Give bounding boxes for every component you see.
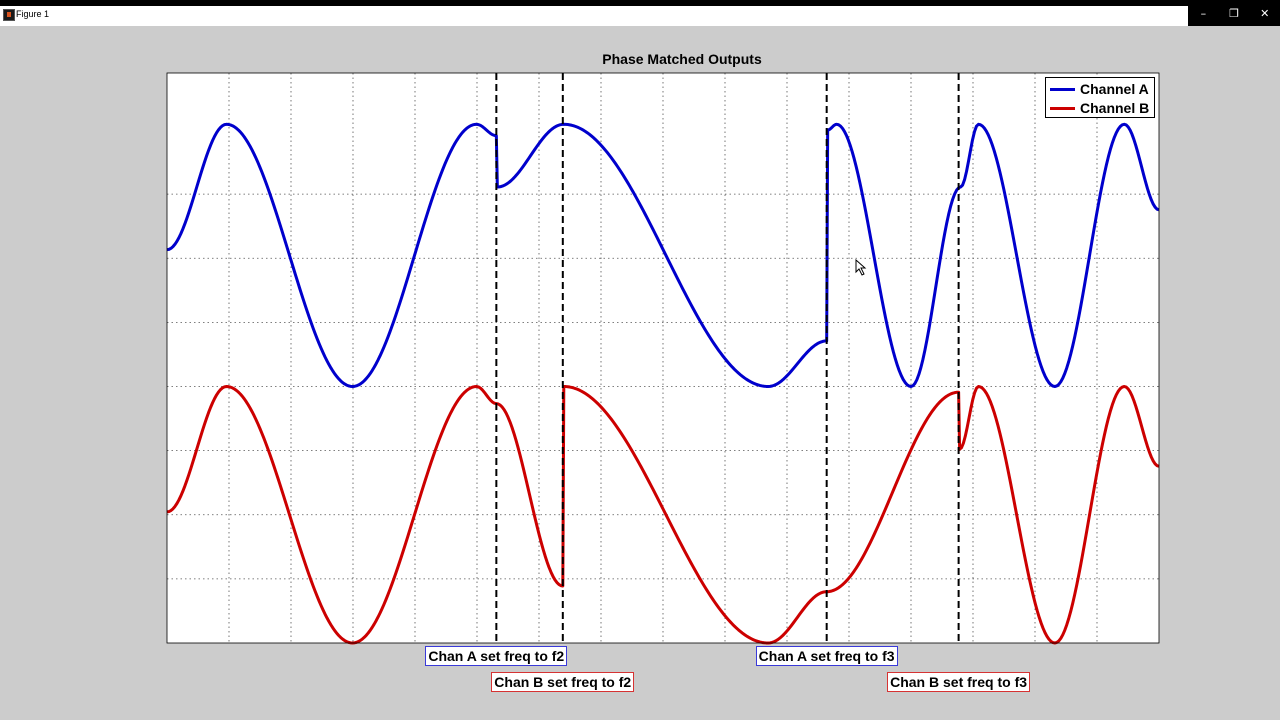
mouse-cursor-icon xyxy=(855,259,867,276)
matlab-figure-icon xyxy=(3,9,15,21)
window-titlebar: Figure 1 – ❐ ✕ xyxy=(0,0,1280,26)
window-controls: – ❐ ✕ xyxy=(1188,0,1280,26)
marker-label-1: Chan A set freq to f2 xyxy=(425,646,568,666)
marker-label-4: Chan B set freq to f3 xyxy=(887,672,1031,692)
window-title: Figure 1 xyxy=(16,9,50,19)
legend-entry-channel-a: Channel A xyxy=(1050,80,1149,98)
series-line-channel-a xyxy=(166,122,1160,388)
legend-swatch-channel-b xyxy=(1050,106,1075,110)
minimize-button[interactable]: – xyxy=(1200,6,1207,20)
legend[interactable]: Channel A Channel B xyxy=(1045,77,1155,118)
marker-label-2: Chan B set freq to f2 xyxy=(491,672,635,692)
legend-label-channel-a: Channel A xyxy=(1080,81,1149,97)
series-line-channel-b xyxy=(166,385,1160,645)
axes-border xyxy=(166,72,1160,644)
chart-title: Phase Matched Outputs xyxy=(602,51,762,67)
legend-entry-channel-b: Channel B xyxy=(1050,99,1149,117)
close-button[interactable]: ✕ xyxy=(1260,6,1270,20)
restore-button[interactable]: ❐ xyxy=(1229,6,1239,20)
marker-label-3: Chan A set freq to f3 xyxy=(755,646,898,666)
plot-axes[interactable] xyxy=(0,26,1280,720)
legend-label-channel-b: Channel B xyxy=(1080,100,1150,116)
figure-canvas[interactable]: Phase Matched Outputs Channel A Channel … xyxy=(0,26,1280,720)
legend-swatch-channel-a xyxy=(1050,87,1075,91)
